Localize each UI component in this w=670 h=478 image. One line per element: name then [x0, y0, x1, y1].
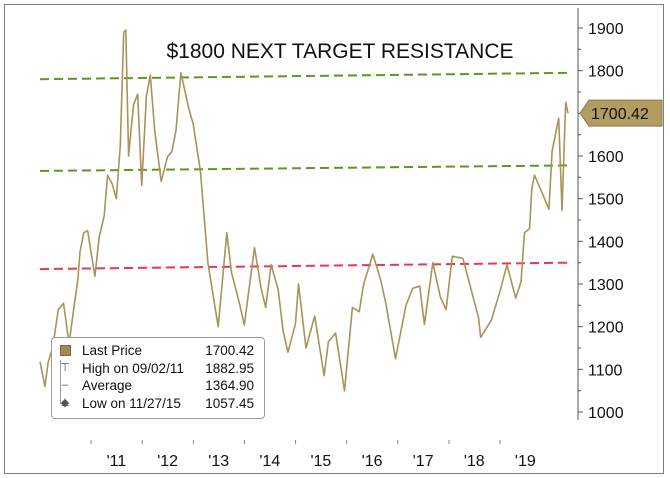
legend-label: Last Price [82, 343, 143, 358]
legend-row-last-price: Last Price 1700.42 [58, 342, 258, 360]
x-tick-label: '13 [208, 453, 229, 470]
legend-label: Low on 11/27/15 [82, 395, 181, 411]
x-tick-label: '19 [515, 453, 536, 470]
chart-title: $1800 NEXT TARGET RESISTANCE [166, 40, 514, 63]
y-tick-label: 1400 [588, 234, 624, 251]
x-tick-label: '14 [259, 453, 280, 470]
x-axis: '11 '12 '13 '14 '15 '16 '17 '18 '19 [90, 440, 536, 470]
legend-tree-line [60, 360, 61, 404]
reference-line [39, 261, 571, 271]
y-tick-label: 1100 [588, 362, 623, 379]
reference-line [39, 71, 571, 81]
legend-row-average: –◆ Average 1364.90 [58, 377, 258, 409]
reference-line [39, 164, 571, 172]
y-tick-label: 1500 [588, 192, 624, 209]
y-axis: 1900180017001600150014001300120011001000 [577, 8, 624, 422]
x-tick-label: '16 [362, 453, 383, 470]
y-tick-label: 1600 [588, 149, 624, 166]
x-tick-label: '17 [413, 453, 434, 470]
reference-lines [39, 71, 571, 271]
price-line [39, 29, 569, 392]
legend-box: Last Price 1700.42 ⊤ High on 09/02/11 18… [51, 337, 265, 419]
high-marker-icon: ⊤ [60, 361, 70, 374]
price-series [39, 29, 569, 392]
legend-label: High on 09/02/11 [82, 360, 184, 376]
y-tick-label: 1000 [588, 405, 624, 422]
y-tick-label: 1300 [588, 277, 624, 294]
chart-frame [4, 4, 664, 474]
legend-value: 1057.45 [205, 395, 254, 411]
legend-row-low: ⊥ Low on 11/27/15 1057.45 [58, 395, 258, 413]
last-price-tag-text: 1700.42 [591, 106, 649, 123]
legend-row-high: ⊤ High on 09/02/11 1882.95 [58, 360, 258, 378]
legend-value: 1700.42 [205, 343, 254, 358]
x-tick-label: '15 [310, 453, 331, 470]
y-tick-label: 1800 [588, 64, 624, 81]
legend-label: Average [82, 378, 133, 393]
square-swatch-icon [58, 342, 72, 360]
y-tick-label: 1900 [588, 21, 624, 38]
legend-value: 1882.95 [205, 360, 254, 376]
low-marker-icon: ⊥ [60, 396, 70, 409]
x-tick-label: '18 [464, 453, 485, 470]
y-tick-label: 1200 [588, 320, 624, 337]
last-price-tag-shape [579, 99, 663, 127]
average-marker-icon: –◆ [60, 379, 70, 409]
x-tick-label: '12 [157, 453, 178, 470]
x-tick-label: '11 [107, 453, 127, 470]
last-price-tag: 1700.42 [579, 99, 663, 127]
legend-value: 1364.90 [205, 378, 254, 393]
